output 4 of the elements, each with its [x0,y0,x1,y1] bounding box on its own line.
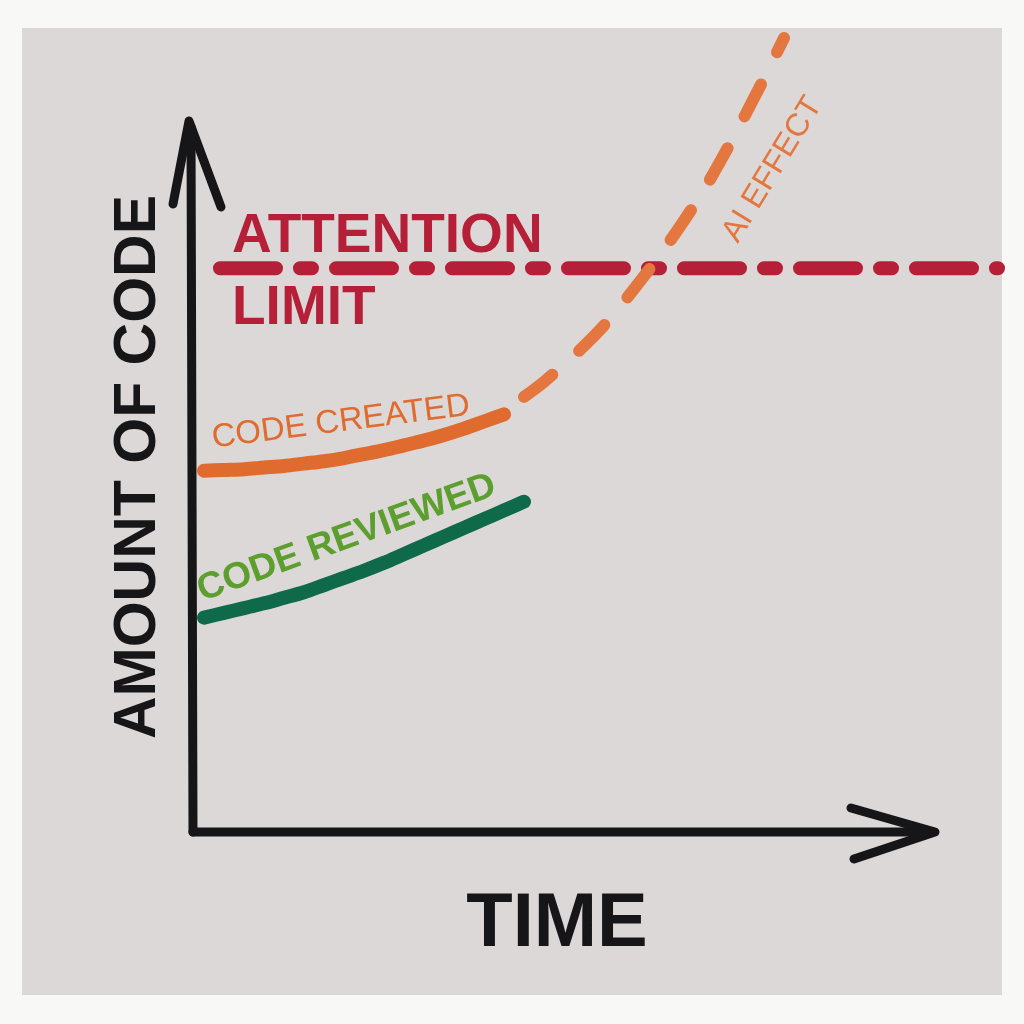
ref-line-label: ATTENTION LIMIT [232,202,543,336]
x-axis-title: TIME [466,877,648,962]
y-axis-title: AMOUNT OF CODE [102,194,168,740]
text: CODE CREATED [209,384,472,455]
